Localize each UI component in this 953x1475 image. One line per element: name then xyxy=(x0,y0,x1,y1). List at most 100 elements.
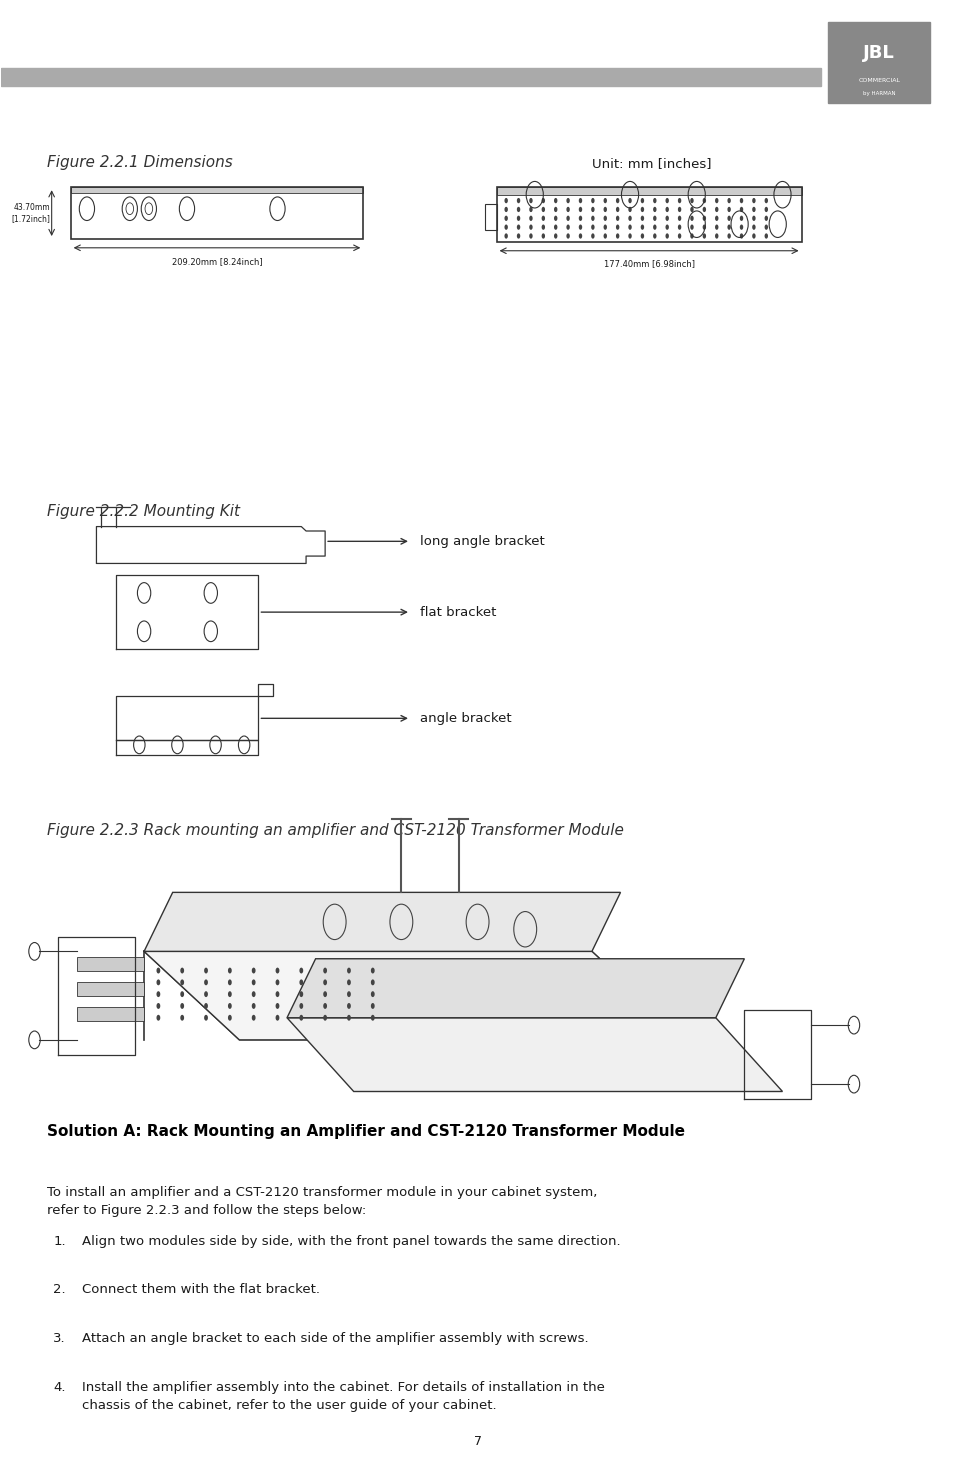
Circle shape xyxy=(529,215,532,221)
Circle shape xyxy=(299,1003,303,1009)
Circle shape xyxy=(603,233,606,239)
Circle shape xyxy=(228,1015,232,1021)
Circle shape xyxy=(616,215,618,221)
Circle shape xyxy=(180,1015,184,1021)
Circle shape xyxy=(739,233,742,239)
Circle shape xyxy=(702,215,705,221)
Circle shape xyxy=(252,991,255,997)
Circle shape xyxy=(578,207,581,212)
Circle shape xyxy=(299,968,303,974)
Circle shape xyxy=(751,207,755,212)
Circle shape xyxy=(653,198,656,204)
Circle shape xyxy=(591,215,594,221)
Circle shape xyxy=(739,224,742,230)
Circle shape xyxy=(678,224,680,230)
Circle shape xyxy=(504,224,507,230)
Text: Unit: mm [inches]: Unit: mm [inches] xyxy=(591,156,711,170)
Circle shape xyxy=(323,1003,327,1009)
Circle shape xyxy=(628,198,631,204)
Circle shape xyxy=(690,233,693,239)
Circle shape xyxy=(616,233,618,239)
Circle shape xyxy=(653,207,656,212)
Circle shape xyxy=(156,968,160,974)
Circle shape xyxy=(204,991,208,997)
Circle shape xyxy=(702,198,705,204)
Circle shape xyxy=(529,207,532,212)
Circle shape xyxy=(554,207,557,212)
Circle shape xyxy=(180,991,184,997)
Circle shape xyxy=(603,207,606,212)
Circle shape xyxy=(628,233,631,239)
Circle shape xyxy=(299,991,303,997)
Circle shape xyxy=(763,198,767,204)
Circle shape xyxy=(726,198,730,204)
Circle shape xyxy=(541,215,544,221)
Circle shape xyxy=(180,968,184,974)
Circle shape xyxy=(751,233,755,239)
Circle shape xyxy=(347,991,351,997)
Circle shape xyxy=(517,224,519,230)
Circle shape xyxy=(541,198,544,204)
Text: Align two modules side by side, with the front panel towards the same direction.: Align two modules side by side, with the… xyxy=(82,1235,620,1248)
Circle shape xyxy=(228,968,232,974)
Text: 3.: 3. xyxy=(53,1332,66,1345)
Bar xyxy=(77,957,144,971)
Circle shape xyxy=(578,198,581,204)
Circle shape xyxy=(252,1003,255,1009)
Circle shape xyxy=(347,968,351,974)
Circle shape xyxy=(275,979,279,985)
Text: 177.40mm [6.98inch]: 177.40mm [6.98inch] xyxy=(603,260,694,268)
Circle shape xyxy=(156,1003,160,1009)
Circle shape xyxy=(678,233,680,239)
Polygon shape xyxy=(287,959,743,1018)
Circle shape xyxy=(678,207,680,212)
Circle shape xyxy=(653,224,656,230)
Text: 4.: 4. xyxy=(53,1381,66,1394)
Circle shape xyxy=(323,991,327,997)
Circle shape xyxy=(715,198,718,204)
Circle shape xyxy=(204,968,208,974)
Circle shape xyxy=(371,1003,375,1009)
Circle shape xyxy=(751,224,755,230)
Circle shape xyxy=(299,979,303,985)
Text: JBL: JBL xyxy=(862,44,894,62)
Circle shape xyxy=(371,968,375,974)
Text: To install an amplifier and a CST-2120 transformer module in your cabinet system: To install an amplifier and a CST-2120 t… xyxy=(47,1186,597,1217)
Circle shape xyxy=(156,991,160,997)
Circle shape xyxy=(529,224,532,230)
Circle shape xyxy=(640,233,643,239)
Circle shape xyxy=(751,215,755,221)
Circle shape xyxy=(591,198,594,204)
Circle shape xyxy=(371,1015,375,1021)
Circle shape xyxy=(517,198,519,204)
Text: by HARMAN: by HARMAN xyxy=(862,91,895,96)
Circle shape xyxy=(739,198,742,204)
Circle shape xyxy=(504,207,507,212)
Circle shape xyxy=(566,224,569,230)
Circle shape xyxy=(529,233,532,239)
Circle shape xyxy=(323,979,327,985)
Circle shape xyxy=(371,991,375,997)
Text: 2.: 2. xyxy=(53,1283,66,1297)
Circle shape xyxy=(275,968,279,974)
Circle shape xyxy=(763,207,767,212)
Bar xyxy=(71,187,363,239)
Circle shape xyxy=(541,207,544,212)
Circle shape xyxy=(578,224,581,230)
Bar xyxy=(71,187,363,193)
Circle shape xyxy=(347,1003,351,1009)
Circle shape xyxy=(504,233,507,239)
Circle shape xyxy=(739,207,742,212)
Bar xyxy=(827,22,929,103)
Circle shape xyxy=(504,215,507,221)
Circle shape xyxy=(628,224,631,230)
Circle shape xyxy=(726,215,730,221)
Circle shape xyxy=(640,207,643,212)
Circle shape xyxy=(323,1015,327,1021)
Text: Figure 2.2.2 Mounting Kit: Figure 2.2.2 Mounting Kit xyxy=(47,504,239,519)
Circle shape xyxy=(763,224,767,230)
Circle shape xyxy=(726,233,730,239)
Text: Install the amplifier assembly into the cabinet. For details of installation in : Install the amplifier assembly into the … xyxy=(82,1381,604,1412)
Circle shape xyxy=(702,224,705,230)
Bar xyxy=(497,187,801,242)
